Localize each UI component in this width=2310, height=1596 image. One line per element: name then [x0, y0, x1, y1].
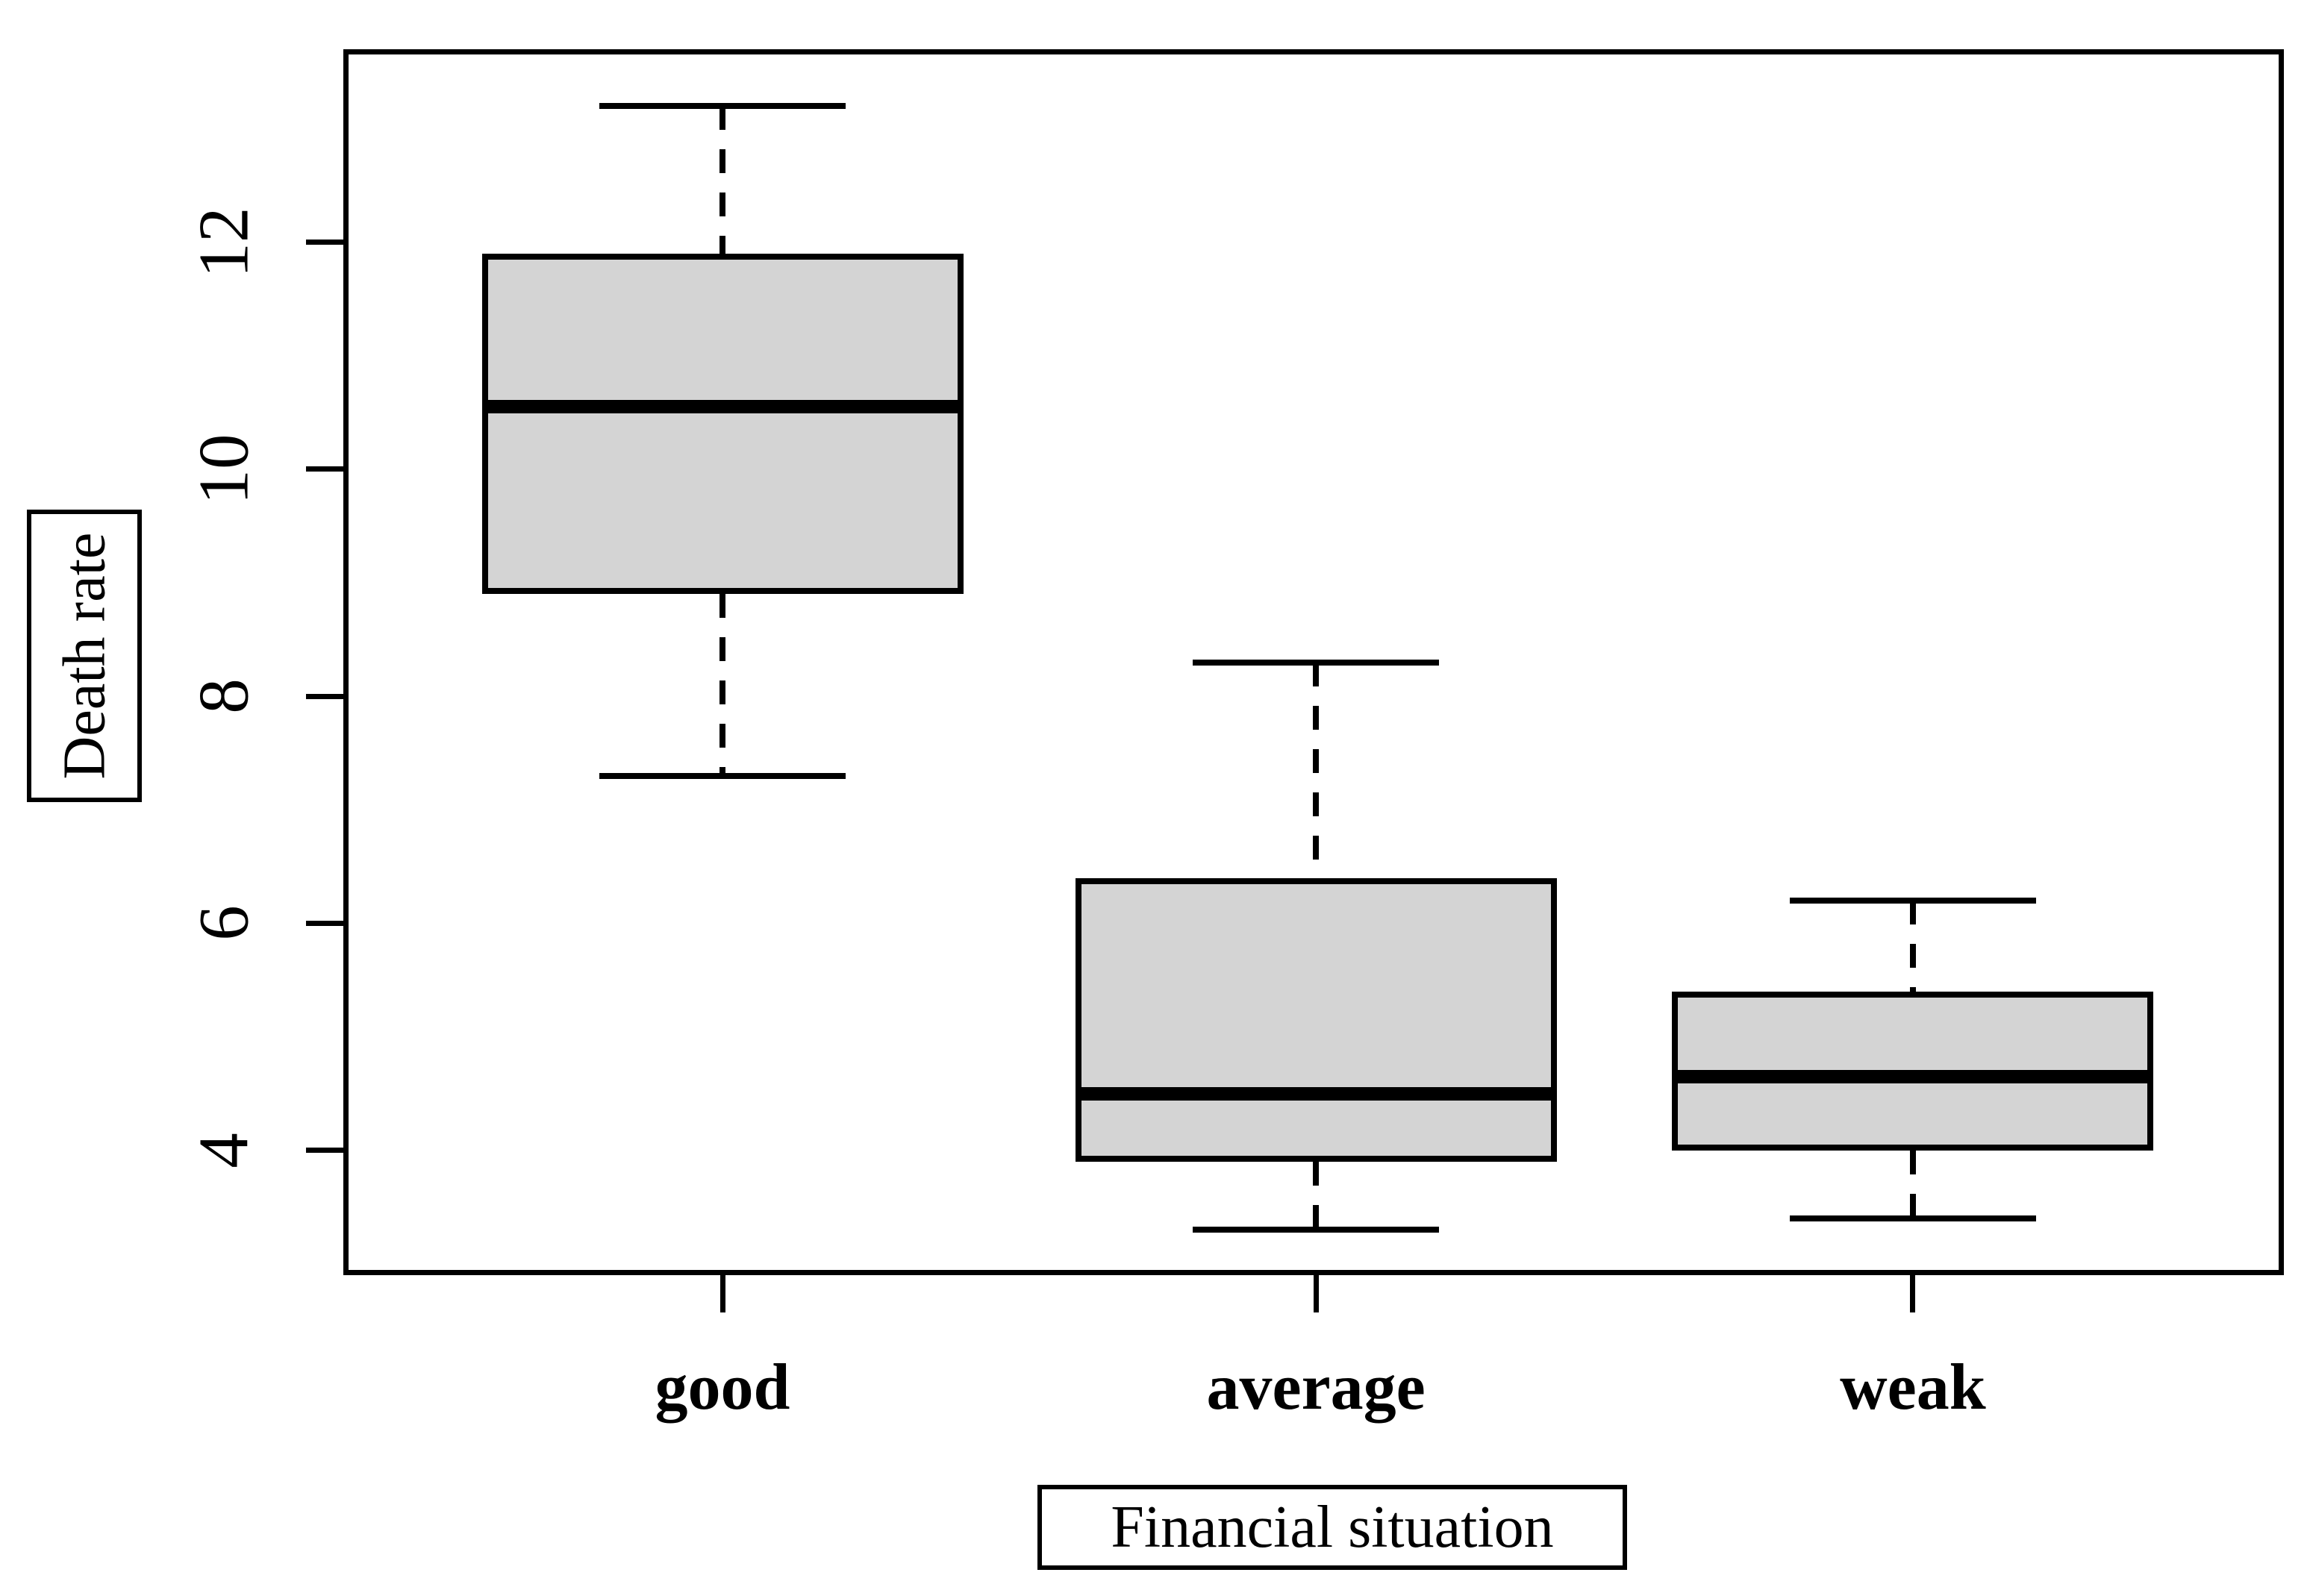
y-tick-label-4: 4: [184, 1132, 263, 1168]
box-average: [1075, 877, 1557, 1162]
y-tick-mark-8: [306, 693, 347, 699]
whisker-cap-max-good: [599, 103, 846, 110]
y-tick-label-10: 10: [184, 434, 263, 505]
y-tick-label-8: 8: [184, 678, 263, 714]
y-tick-mark-12: [306, 240, 347, 245]
x-tick-label-good: good: [655, 1351, 790, 1424]
y-tick-mark-6: [306, 920, 347, 926]
box-good: [481, 253, 964, 595]
whisker-lower-average: [1313, 1161, 1320, 1230]
y-tick-mark-10: [306, 466, 347, 472]
x-tick-mark-good: [719, 1275, 725, 1312]
median-good: [487, 400, 958, 414]
whisker-cap-min-average: [1193, 1227, 1440, 1233]
whisker-upper-weak: [1909, 900, 1916, 992]
y-tick-label-12: 12: [184, 207, 263, 278]
y-tick-mark-4: [306, 1148, 347, 1154]
whisker-upper-good: [719, 106, 726, 254]
whisker-cap-min-weak: [1789, 1215, 2036, 1221]
whisker-lower-good: [719, 594, 726, 776]
x-tick-label-average: average: [1206, 1351, 1426, 1424]
x-axis-title: Financial situation: [1111, 1495, 1554, 1560]
whisker-cap-max-weak: [1789, 897, 2036, 904]
x-tick-mark-average: [1313, 1275, 1319, 1312]
whisker-lower-weak: [1909, 1150, 1916, 1218]
x-tick-mark-weak: [1910, 1275, 1916, 1312]
whisker-cap-min-good: [599, 772, 846, 779]
whisker-cap-max-average: [1193, 659, 1440, 666]
median-average: [1081, 1086, 1551, 1101]
x-axis-title-box: Financial situation: [1037, 1485, 1627, 1570]
y-axis-title-box: Death rate: [27, 510, 142, 802]
median-weak: [1678, 1069, 2148, 1083]
x-tick-label-weak: weak: [1840, 1351, 1986, 1424]
y-tick-label-6: 6: [184, 905, 263, 942]
y-axis-title: Death rate: [51, 532, 117, 780]
whisker-upper-average: [1313, 662, 1320, 878]
